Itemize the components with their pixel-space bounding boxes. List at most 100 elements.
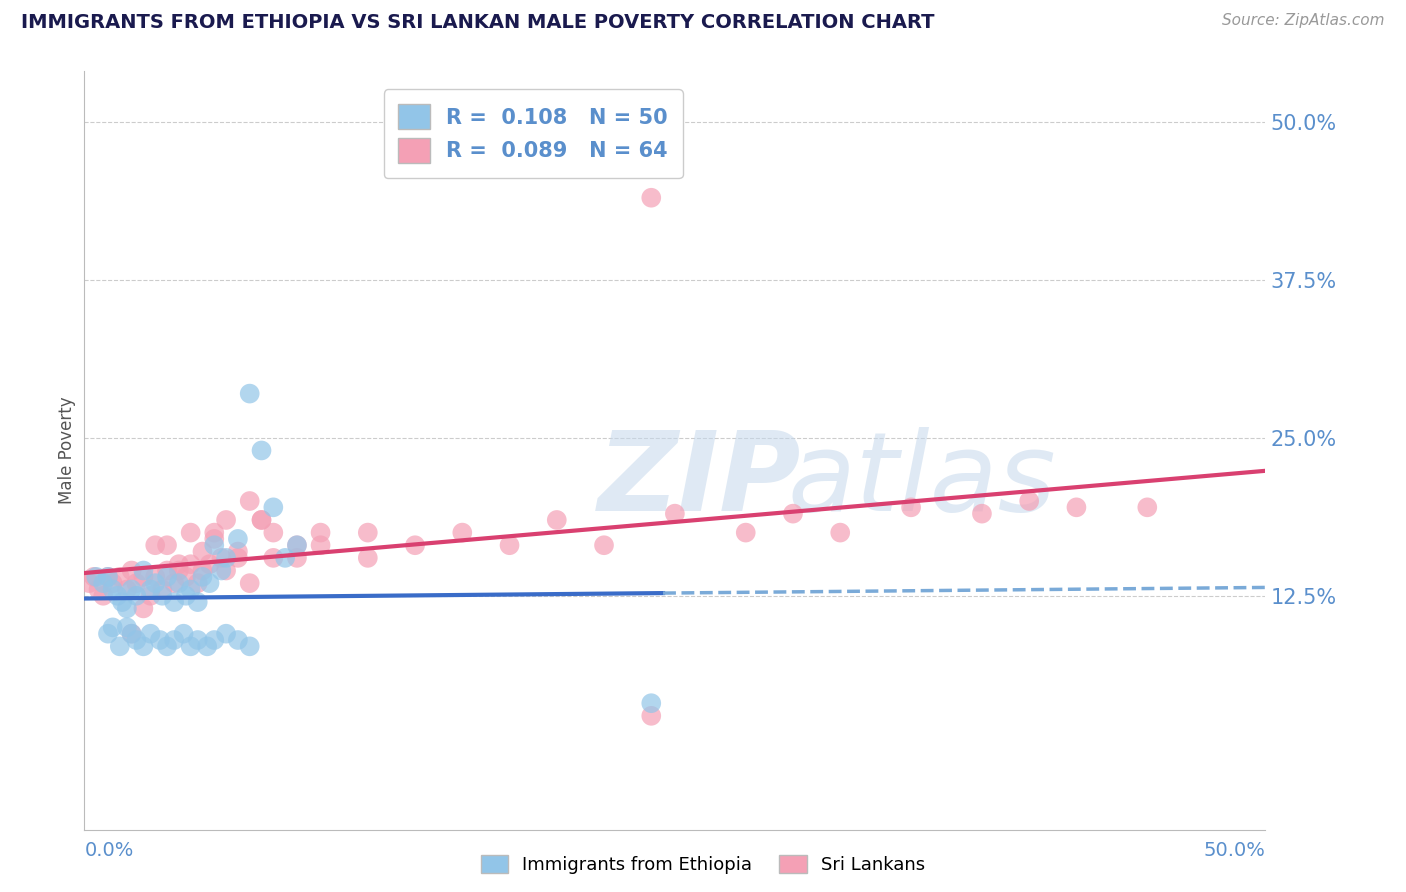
Point <box>664 507 686 521</box>
Point <box>202 633 225 648</box>
Point <box>250 443 273 458</box>
Point <box>163 595 186 609</box>
Point <box>285 550 308 565</box>
Point <box>262 525 284 540</box>
Point <box>115 620 138 634</box>
Point <box>156 640 179 654</box>
Point <box>163 576 186 591</box>
Point <box>734 525 756 540</box>
Point <box>108 570 131 584</box>
Point <box>87 582 110 597</box>
Point <box>101 582 124 597</box>
Point <box>202 532 225 546</box>
Point <box>167 564 190 578</box>
Point <box>97 570 120 584</box>
Point <box>239 494 262 508</box>
Point <box>209 550 232 565</box>
Point <box>125 589 148 603</box>
Point <box>1136 500 1159 515</box>
Point <box>593 538 616 552</box>
Point <box>209 564 232 578</box>
Text: ZIP: ZIP <box>598 427 801 534</box>
Point <box>285 538 308 552</box>
Y-axis label: Male Poverty: Male Poverty <box>58 397 76 504</box>
Point <box>121 626 143 640</box>
Point <box>970 507 993 521</box>
Point <box>180 525 202 540</box>
Point <box>215 626 238 640</box>
Point <box>262 500 284 515</box>
Point <box>215 550 238 565</box>
Point <box>139 626 162 640</box>
Point <box>215 513 238 527</box>
Point <box>132 570 155 584</box>
Point <box>125 576 148 591</box>
Point <box>149 633 172 648</box>
Point <box>274 550 297 565</box>
Point <box>156 564 179 578</box>
Point <box>83 570 105 584</box>
Text: 50.0%: 50.0% <box>1204 840 1265 860</box>
Point <box>150 582 173 597</box>
Point <box>121 582 143 597</box>
Point <box>404 538 426 552</box>
Point <box>226 550 249 565</box>
Point <box>132 640 155 654</box>
Point <box>250 513 273 527</box>
Point <box>121 564 143 578</box>
Point <box>357 525 380 540</box>
Point <box>174 570 197 584</box>
Point <box>782 507 804 521</box>
Point <box>191 544 214 558</box>
Point <box>451 525 474 540</box>
Point <box>250 513 273 527</box>
Point <box>115 582 138 597</box>
Point <box>163 633 186 648</box>
Point <box>156 538 179 552</box>
Text: atlas: atlas <box>787 427 1056 534</box>
Point <box>101 620 124 634</box>
Text: Source: ZipAtlas.com: Source: ZipAtlas.com <box>1222 13 1385 29</box>
Point <box>97 570 120 584</box>
Point <box>143 538 166 552</box>
Point <box>180 640 202 654</box>
Point <box>198 557 221 572</box>
Point <box>640 191 662 205</box>
Point <box>84 570 107 584</box>
Point <box>195 640 218 654</box>
Point <box>139 589 162 603</box>
Point <box>262 550 284 565</box>
Point <box>121 626 143 640</box>
Point <box>174 589 197 603</box>
Text: IMMIGRANTS FROM ETHIOPIA VS SRI LANKAN MALE POVERTY CORRELATION CHART: IMMIGRANTS FROM ETHIOPIA VS SRI LANKAN M… <box>21 13 935 32</box>
Point <box>101 576 124 591</box>
Point <box>640 696 662 710</box>
Point <box>180 582 202 597</box>
Point <box>143 576 166 591</box>
Point <box>1018 494 1040 508</box>
Point <box>830 525 852 540</box>
Point <box>187 576 209 591</box>
Point <box>202 538 225 552</box>
Point <box>226 633 249 648</box>
Point <box>180 557 202 572</box>
Point <box>900 500 922 515</box>
Text: 0.0%: 0.0% <box>84 840 134 860</box>
Point <box>226 532 249 546</box>
Legend: Immigrants from Ethiopia, Sri Lankans: Immigrants from Ethiopia, Sri Lankans <box>472 846 934 883</box>
Point <box>167 557 190 572</box>
Point <box>309 525 332 540</box>
Point <box>187 595 209 609</box>
Point <box>132 601 155 615</box>
Point <box>239 640 262 654</box>
Point <box>191 564 214 578</box>
Point <box>309 538 332 552</box>
Point <box>1066 500 1088 515</box>
Point <box>226 544 249 558</box>
Point <box>173 626 195 640</box>
Point <box>125 633 148 648</box>
Point <box>546 513 568 527</box>
Point <box>139 582 162 597</box>
Point <box>91 589 114 603</box>
Point <box>285 538 308 552</box>
